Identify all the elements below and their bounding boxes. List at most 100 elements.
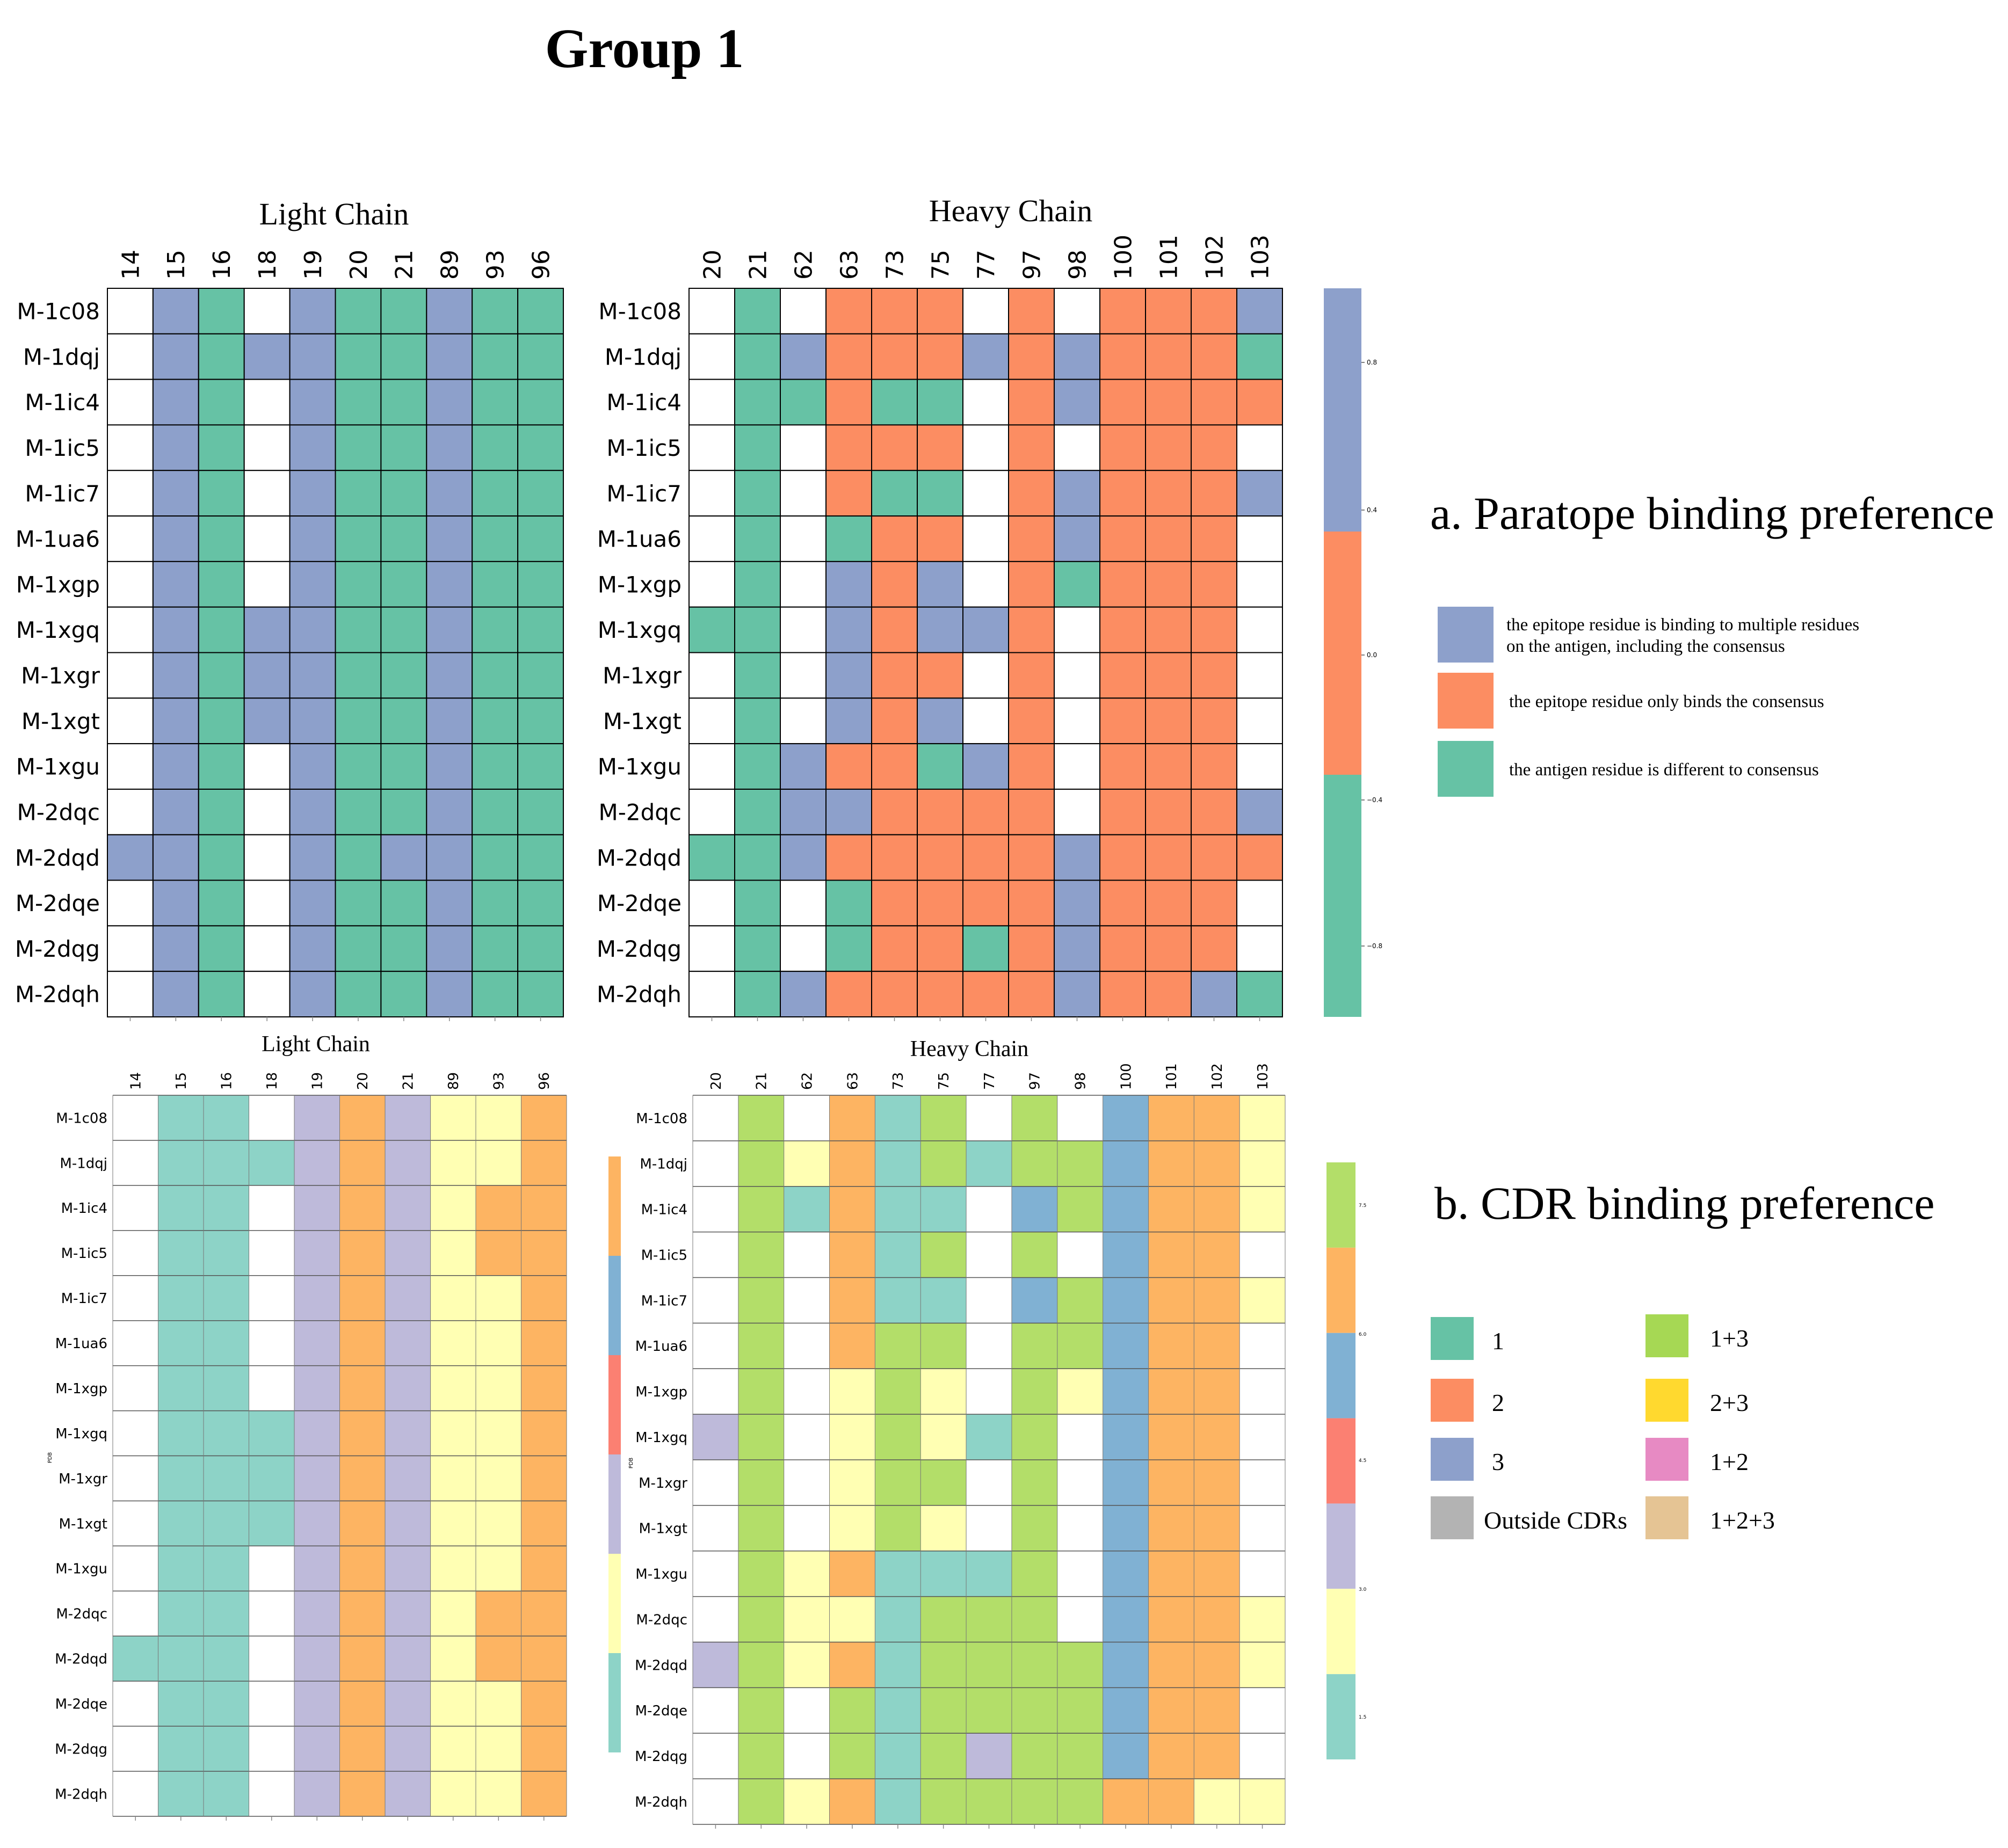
heatmap-cell <box>962 333 1009 380</box>
heatmap-cell <box>871 379 918 426</box>
heatmap-cell <box>875 1505 921 1551</box>
column-tick-label: 63 <box>836 250 863 280</box>
heatmap-cell <box>1148 1460 1194 1505</box>
heatmap-cell <box>875 1369 921 1415</box>
heatmap-cell <box>294 1410 340 1456</box>
heatmap-cell <box>204 1726 249 1772</box>
heatmap-cell <box>875 1232 921 1278</box>
heatmap-cell <box>107 743 154 790</box>
heatmap-cell <box>1011 1551 1057 1597</box>
heatmap-cell <box>158 1140 204 1185</box>
heatmap-cell <box>829 1642 875 1688</box>
heatmap-cell <box>962 652 1009 699</box>
heatmap-cell <box>107 971 154 1017</box>
heatmap-cell <box>917 879 963 927</box>
heatmap-cell <box>335 652 382 699</box>
heatmap-cell <box>113 1275 158 1321</box>
heatmap-cell <box>204 1501 249 1546</box>
heatmap-cell <box>871 788 918 835</box>
heatmap-cell <box>517 379 564 426</box>
heatmap-cell <box>204 1636 249 1682</box>
heatmap-cell <box>962 561 1009 608</box>
row-tick-label: M-1xgr <box>59 1471 107 1487</box>
column-tick-label: 96 <box>527 250 555 280</box>
heatmap-cell <box>875 1186 921 1232</box>
heatmap-cell <box>158 1591 204 1636</box>
row-tick-label: M-1xgt <box>603 708 682 734</box>
heatmap-cell <box>107 652 154 699</box>
heatmap-cell <box>380 515 427 562</box>
heatmap-cell <box>693 1277 738 1323</box>
heatmap-cell <box>825 561 872 608</box>
row-tick-label: M-1ic5 <box>25 435 100 461</box>
heatmap-cell <box>1011 1642 1057 1688</box>
heatmap-cell <box>204 1591 249 1636</box>
heatmap-cell <box>426 333 473 380</box>
heatmap-cell <box>243 606 291 653</box>
heatmap-cell <box>734 652 781 699</box>
heatmap-cell <box>426 561 473 608</box>
heatmap-cell <box>693 1505 738 1551</box>
column-tick-label: 73 <box>881 250 909 280</box>
heatmap-cell <box>829 1369 875 1415</box>
heatmap-cell <box>966 1460 1012 1505</box>
heatmap-cell <box>738 1140 784 1187</box>
heatmap-cell <box>472 788 519 835</box>
heatmap-cell <box>1194 1323 1240 1369</box>
heatmap-cell <box>875 1779 921 1824</box>
heatmap-cell <box>920 1779 967 1824</box>
heatmap-cell <box>385 1501 431 1546</box>
heatmap-cell <box>693 1687 738 1734</box>
heatmap-cell <box>158 1726 204 1772</box>
heatmap-cell <box>829 1551 875 1597</box>
heatmap-cell <box>917 379 963 426</box>
heatmap-cell <box>107 379 154 426</box>
heatmap-cell <box>335 606 382 653</box>
heatmap-cell <box>1057 1779 1103 1824</box>
heatmap-cell <box>734 788 781 835</box>
heatmap-cell <box>249 1771 294 1816</box>
heatmap-cell <box>1145 652 1192 699</box>
heatmap-cell <box>1057 1095 1103 1141</box>
heatmap-cell <box>780 561 827 608</box>
heatmap-cell <box>1239 1642 1285 1688</box>
heatmap-cell <box>476 1275 521 1321</box>
heatmap-cell <box>249 1636 294 1682</box>
heatmap-cell <box>738 1505 784 1551</box>
column-tick-label: 62 <box>790 250 817 280</box>
heatmap-cell <box>521 1140 567 1185</box>
heatmap-cell <box>1011 1414 1057 1460</box>
heatmap-cell <box>243 288 291 334</box>
heatmap-cell <box>294 1636 340 1682</box>
heatmap-cell <box>198 606 245 653</box>
heatmap-cell <box>784 1323 830 1369</box>
heatmap-cell <box>1148 1414 1194 1460</box>
row-tick-label: M-2dqg <box>597 936 682 962</box>
heatmap-cell <box>294 1320 340 1366</box>
heatmap-cell <box>113 1365 158 1411</box>
heatmap-cell <box>780 788 827 835</box>
heatmap-cell <box>920 1733 967 1779</box>
column-tick-label: 62 <box>799 1072 815 1090</box>
heatmap-cell <box>476 1726 521 1772</box>
heatmap-cell <box>1054 788 1100 835</box>
legend-label: 1+2+3 <box>1710 1507 1775 1534</box>
colorbar-segment <box>608 1454 621 1554</box>
heatmap-cell <box>1239 1140 1285 1187</box>
heatmap-cell <box>920 1323 967 1369</box>
heatmap-cell <box>1103 1505 1149 1551</box>
legend-swatch <box>1431 1496 1474 1539</box>
heatmap-cell <box>738 1596 784 1642</box>
heatmap-cell <box>1054 971 1100 1017</box>
legend-label: 2 <box>1492 1389 1504 1416</box>
heatmap-cell <box>113 1140 158 1185</box>
heatmap-cell <box>738 1642 784 1688</box>
heatmap-cell <box>289 333 336 380</box>
heatmap-cell <box>871 470 918 517</box>
heatmap-cell <box>430 1095 476 1140</box>
heatmap-cell <box>339 1140 385 1185</box>
heatmap-cell <box>335 379 382 426</box>
row-tick-label: M-2dqc <box>17 799 100 825</box>
heatmap-cell <box>385 1275 431 1321</box>
heatmap-cell <box>917 788 963 835</box>
